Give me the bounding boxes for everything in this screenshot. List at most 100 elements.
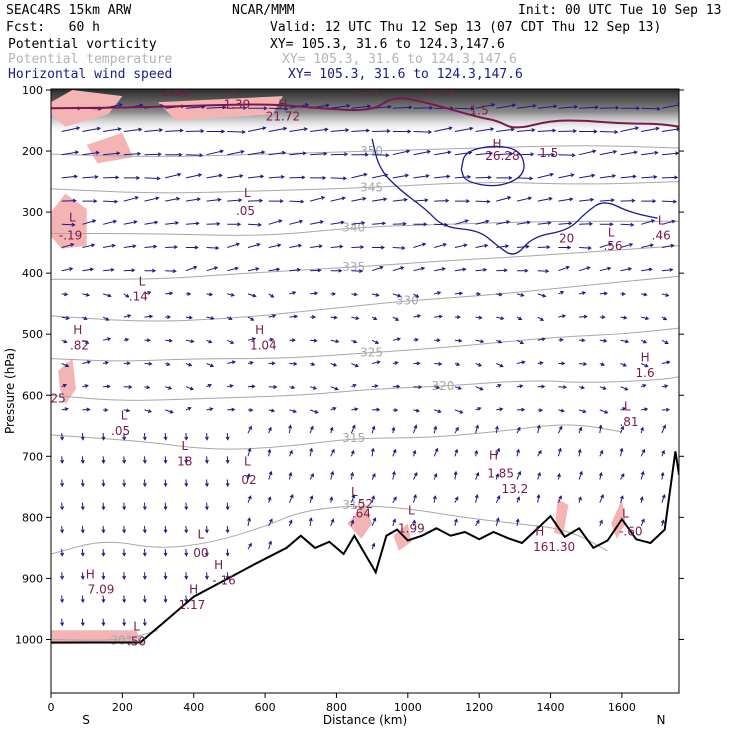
wind-vector: [434, 174, 451, 179]
theta-contour-label: 301.0: [110, 634, 144, 648]
wind-vector: [351, 269, 364, 274]
wind-vector: [392, 408, 399, 413]
wind-vector: [599, 449, 604, 457]
pv-extremum-label: .05: [236, 204, 255, 218]
wind-vector: [122, 479, 127, 488]
wind-vector: [142, 479, 147, 488]
wind-vector: [225, 525, 230, 534]
wind-vector: [61, 150, 80, 156]
wind-vector: [82, 199, 98, 204]
wind-vector: [268, 199, 284, 204]
wind-vector: [61, 243, 75, 248]
wind-vector: [496, 175, 513, 180]
wind-vector: [123, 175, 141, 180]
wind-vector: [620, 315, 628, 320]
wind-vector: [454, 126, 474, 132]
wind-vector: [620, 386, 629, 391]
wind-vector: [372, 221, 387, 226]
pv-extremum-label: L: [181, 439, 188, 453]
pv-fill-region: [158, 96, 283, 121]
x-end-label-south: S: [82, 713, 90, 727]
wind-vector: [309, 447, 314, 457]
wind-vector: [537, 245, 551, 250]
pv-extremum-label: -.60: [619, 525, 642, 539]
wind-vector: [475, 519, 480, 527]
wind-vector: [475, 471, 480, 480]
wind-vector: [60, 572, 65, 580]
wind-vector: [60, 479, 65, 488]
wind-vector: [122, 433, 127, 441]
wind-vector: [371, 265, 384, 272]
wind-vector: [620, 106, 641, 111]
wind-vector: [434, 267, 446, 272]
pv-extremum-label: H: [214, 558, 223, 572]
wind-vector: [661, 127, 679, 132]
wind-vector: [165, 385, 173, 390]
wind-vector: [206, 105, 227, 110]
wind-vector: [144, 176, 161, 181]
wind-vector: [515, 518, 520, 526]
wind-vector: [413, 174, 430, 179]
pv-extremum-label: L: [121, 409, 128, 423]
wind-vector: [310, 268, 322, 273]
wind-vector: [80, 502, 85, 511]
pv-extremum-label: H: [492, 137, 501, 151]
wind-vector: [289, 314, 299, 319]
wind-vector: [310, 291, 319, 296]
wind-vector: [599, 338, 608, 343]
wind-vector: [413, 385, 423, 390]
wind-vector: [620, 243, 634, 248]
wind-vector: [599, 242, 613, 248]
wind-vector: [496, 196, 512, 202]
wind-vector: [227, 174, 244, 179]
wind-vector: [517, 268, 529, 273]
wind-vector: [599, 174, 617, 179]
wind-vector: [310, 175, 327, 180]
y-tick-label: 400: [22, 267, 43, 280]
wind-vector: [577, 448, 582, 457]
wind-vector: [61, 407, 69, 412]
wind-vector: [619, 495, 624, 503]
y-tick-label: 600: [22, 389, 43, 402]
wind-vector: [165, 338, 173, 343]
wind-vector: [60, 618, 65, 627]
wind-vector: [268, 267, 281, 272]
wind-vector: [122, 618, 127, 627]
pv-extremum-label: H: [535, 525, 544, 539]
wind-vector: [61, 292, 69, 297]
wind-vector: [330, 196, 346, 202]
pv-extremum-label: 1.04: [250, 339, 277, 353]
wind-vector: [454, 175, 472, 179]
wind-vector: [184, 456, 189, 464]
wind-vector: [206, 292, 214, 297]
wind-vector: [330, 407, 337, 411]
wind-vector: [371, 360, 381, 365]
wind-vector: [268, 243, 282, 248]
wind-vector: [372, 407, 381, 412]
wind-vector: [620, 291, 626, 296]
wind-vector: [163, 549, 168, 557]
wind-vector: [557, 472, 561, 480]
x-tick-label: 1000: [394, 701, 422, 714]
wind-vector: [558, 361, 566, 366]
wind-vector: [268, 337, 275, 342]
wind-vector: [537, 104, 558, 109]
wind-vector: [330, 104, 351, 109]
wind-vector: [620, 473, 625, 480]
wind-vector: [661, 175, 679, 180]
wind-vector: [101, 595, 106, 604]
wind-vector: [289, 291, 297, 295]
wind-vector: [144, 385, 151, 390]
wind-vector: [206, 266, 219, 272]
wind-vector: [454, 518, 458, 527]
pv-extremum-label: .82: [70, 339, 89, 353]
wind-vector: [185, 362, 193, 367]
wind-vector: [640, 339, 648, 344]
wind-vector: [310, 315, 317, 320]
wind-vector: [495, 425, 499, 434]
pv-extremum-label: L: [231, 82, 238, 96]
theta-contour-label: 345: [360, 181, 383, 195]
wind-vector: [641, 126, 660, 132]
wind-vector: [392, 293, 402, 298]
wind-vector: [82, 126, 102, 132]
